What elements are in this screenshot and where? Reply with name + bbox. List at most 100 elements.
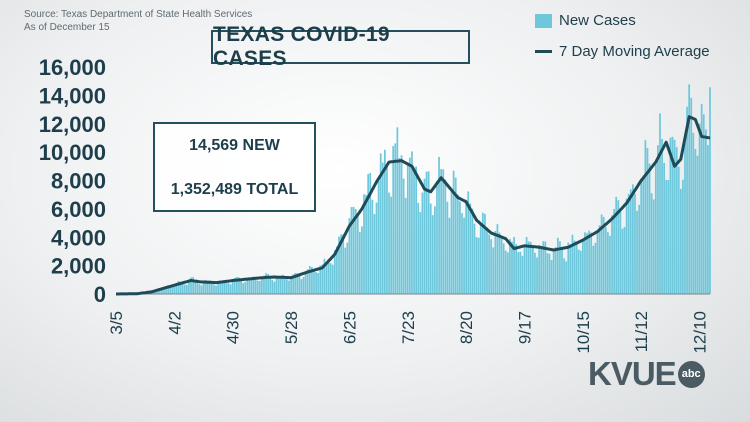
new-cases-bar — [261, 276, 263, 294]
as-of-note: As of December 15 — [24, 22, 110, 33]
new-cases-bar — [638, 204, 641, 294]
new-cases-bar — [350, 207, 353, 294]
new-cases-bar — [194, 279, 197, 294]
new-cases-bar — [444, 179, 447, 294]
new-cases-bar — [671, 136, 674, 294]
new-cases-bar — [329, 263, 332, 294]
new-cases-bar — [698, 123, 701, 295]
new-cases-bar — [621, 228, 624, 294]
new-cases-bar — [442, 169, 445, 294]
new-cases-bar — [302, 276, 305, 294]
new-cases-bar — [488, 234, 490, 294]
y-tick-label: 14,000 — [39, 83, 106, 108]
new-cases-bar — [348, 218, 351, 294]
x-tick-label: 9/17 — [516, 311, 535, 344]
new-cases-bar — [581, 239, 584, 294]
new-cases-bar — [596, 231, 599, 294]
new-cases-bar — [181, 283, 184, 294]
new-cases-bar — [446, 201, 449, 294]
new-cases-bar — [704, 129, 707, 294]
new-cases-bar — [584, 232, 586, 294]
new-cases-bar — [554, 247, 557, 294]
new-cases-bar — [575, 244, 578, 294]
new-cases-bar — [388, 192, 390, 294]
new-cases-bar — [604, 227, 607, 294]
new-cases-bar — [559, 241, 561, 294]
new-cases-bar — [390, 196, 392, 294]
new-cases-bar — [298, 275, 301, 294]
new-cases-bar — [394, 143, 397, 294]
y-tick-label: 0 — [94, 282, 106, 307]
new-cases-bar — [233, 277, 236, 294]
new-cases-bar — [404, 197, 407, 294]
new-cases-bar — [657, 145, 659, 294]
new-cases-bar — [586, 233, 588, 294]
new-cases-bar — [225, 281, 228, 294]
new-cases-bar — [240, 280, 242, 294]
new-cases-bar — [252, 276, 255, 294]
new-cases-bar — [336, 246, 338, 294]
new-cases-bar — [367, 173, 370, 294]
new-cases-bar — [632, 184, 634, 294]
new-cases-bar — [269, 276, 272, 294]
new-cases-bar — [459, 201, 461, 294]
new-cases-bar — [569, 244, 572, 294]
new-cases-bar — [221, 280, 224, 294]
new-cases-bar — [227, 283, 230, 294]
new-cases-bar — [663, 162, 666, 294]
new-cases-bar — [229, 284, 232, 294]
new-cases-bar — [358, 232, 361, 294]
new-cases-bar — [198, 284, 201, 294]
legend-new-cases: New Cases — [535, 12, 636, 29]
new-cases-bar — [567, 242, 570, 294]
legend-line-swatch — [535, 50, 552, 53]
new-cases-bar — [171, 286, 174, 294]
new-cases-bar — [702, 114, 705, 295]
x-tick-label: 12/10 — [691, 311, 710, 354]
new-cases-bar — [415, 166, 417, 294]
new-cases-bar — [206, 280, 209, 294]
logo-text: KVUE — [588, 355, 677, 392]
new-cases-bar — [617, 200, 620, 294]
new-cases-bar — [423, 178, 426, 294]
new-cases-bar — [438, 156, 440, 294]
new-cases-bar — [665, 179, 668, 294]
new-cases-bar — [515, 244, 518, 294]
new-cases-bar — [525, 237, 528, 294]
new-cases-bar — [609, 235, 611, 294]
new-cases-bar — [619, 211, 622, 294]
new-cases-bar — [409, 157, 411, 294]
new-cases-bar — [463, 217, 465, 294]
new-cases-bar — [396, 127, 399, 294]
x-tick-label: 4/2 — [165, 311, 184, 335]
new-cases-bar — [450, 189, 453, 294]
new-cases-bar — [615, 196, 618, 294]
new-cases-bar — [254, 277, 257, 294]
new-cases-bar — [434, 206, 436, 294]
new-cases-bar — [421, 192, 424, 294]
new-cases-bar — [465, 199, 468, 294]
new-cases-bar — [175, 283, 178, 294]
new-cases-bar — [315, 272, 317, 294]
new-cases-bar — [673, 139, 676, 294]
new-cases-bar — [475, 237, 478, 294]
new-cases-bar — [540, 245, 543, 294]
new-cases-bar — [590, 232, 593, 294]
new-cases-bar — [690, 97, 693, 294]
new-cases-bar — [494, 230, 497, 294]
new-cases-bar — [296, 273, 299, 294]
new-cases-bar — [411, 151, 413, 294]
new-cases-bar — [700, 104, 703, 294]
new-cases-bar — [509, 238, 511, 294]
new-cases-bar — [498, 232, 501, 294]
new-cases-bar — [513, 237, 515, 294]
new-cases-bar — [517, 252, 520, 294]
new-cases-bar — [546, 253, 549, 294]
new-cases-bar — [552, 251, 555, 294]
new-cases-bar — [308, 266, 311, 294]
new-cases-bar — [281, 274, 284, 294]
new-cases-bar — [177, 281, 180, 294]
new-cases-bar — [188, 280, 190, 294]
new-cases-bar — [192, 277, 194, 294]
new-cases-bar — [536, 257, 538, 294]
